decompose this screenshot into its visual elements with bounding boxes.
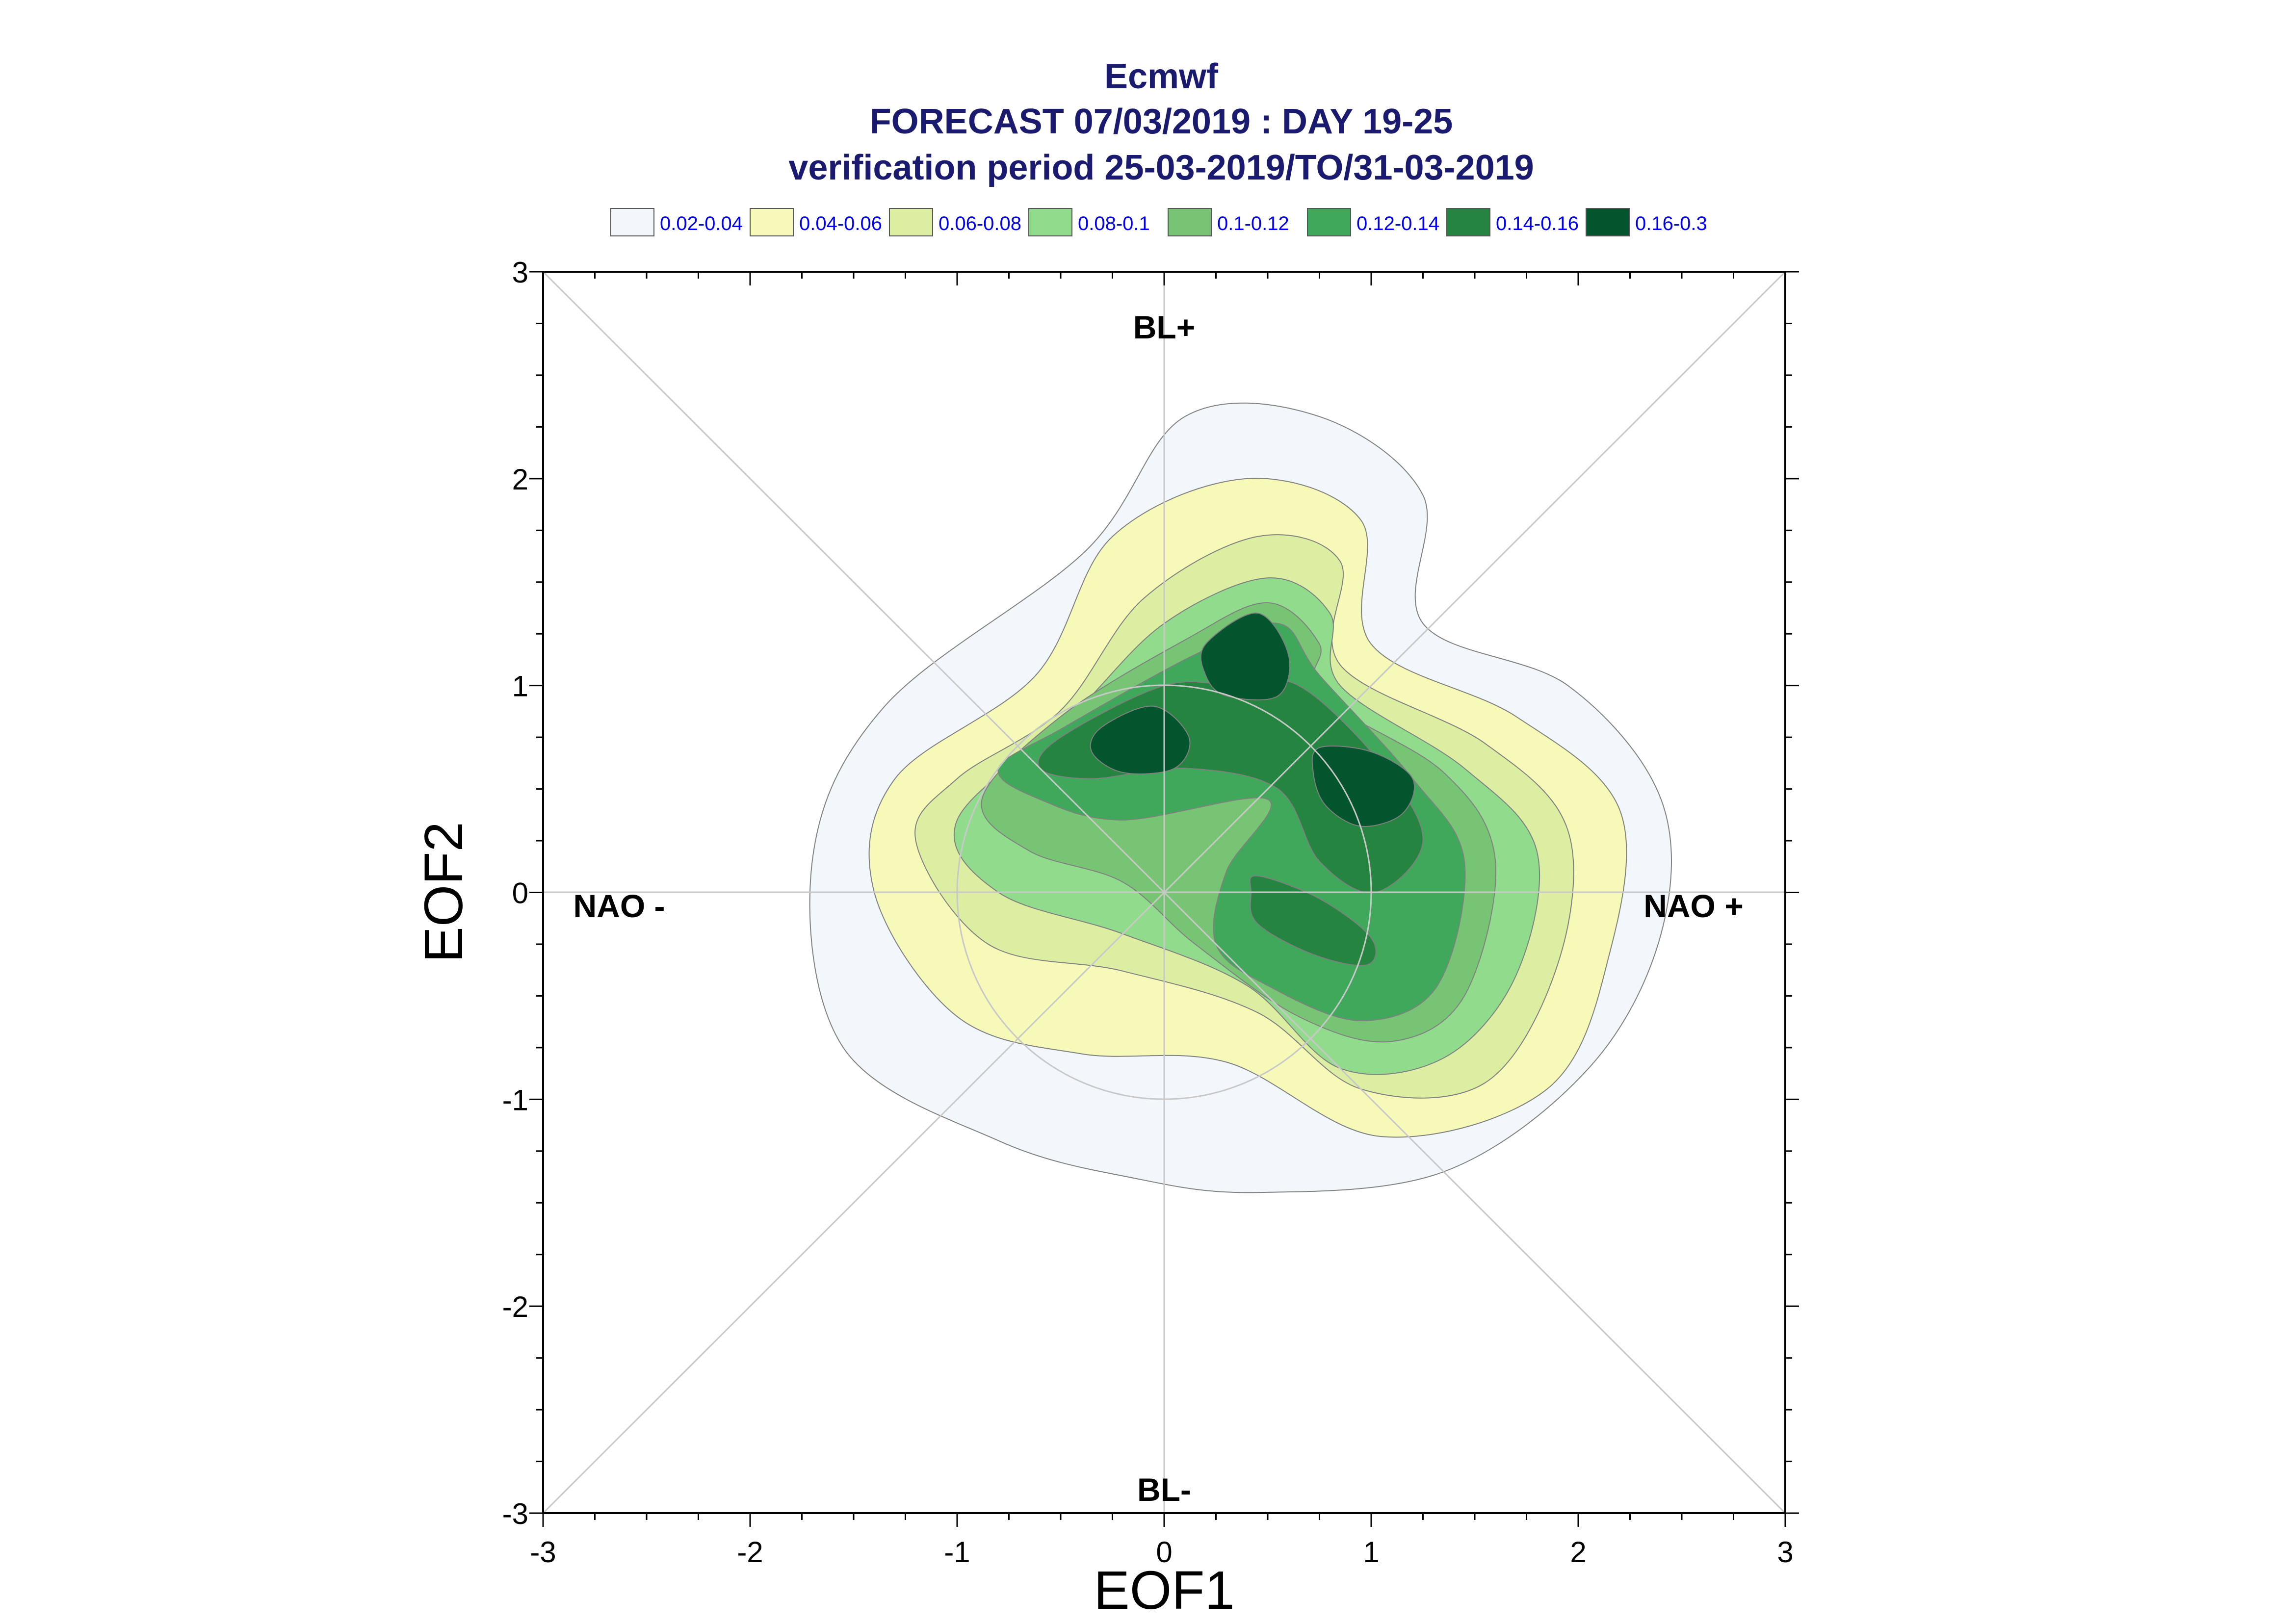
x-tick-label: 2: [1570, 1536, 1586, 1569]
legend-swatch: [1168, 208, 1212, 236]
plot-area: -3 -2 -1 0 1 2 3 -3 -2 -1 0 1 2 3: [502, 256, 1799, 1569]
y-tick-label: -2: [502, 1290, 528, 1323]
legend-label: 0.02-0.04: [660, 213, 743, 234]
legend-label: 0.04-0.06: [799, 213, 882, 234]
y-tick-label: -3: [502, 1497, 528, 1530]
legend: 0.02-0.04 0.04-0.06 0.06-0.08 0.08-0.1 0.1-0…: [610, 208, 1707, 236]
legend-label: 0.06-0.08: [939, 213, 1021, 234]
x-tick-label: -3: [530, 1536, 556, 1569]
legend-swatch: [1446, 208, 1490, 236]
legend-label: 0.16-0.3: [1635, 213, 1707, 234]
y-tick-label: 3: [512, 256, 528, 289]
y-tick-label: 0: [512, 877, 528, 910]
contour-region: [1090, 705, 1191, 774]
unit-circle: [956, 684, 1372, 1100]
contour-region: [1249, 875, 1377, 966]
x-tick-label: 3: [1777, 1536, 1793, 1569]
legend-swatch: [1586, 208, 1630, 236]
diagonal-line-2: [542, 271, 1786, 1514]
legend-swatch: [750, 208, 794, 236]
legend-label: 0.12-0.14: [1356, 213, 1439, 234]
x-tick-label: -1: [944, 1536, 970, 1569]
legend-swatch: [1307, 208, 1351, 236]
regime-label-bl-minus: BL-: [1137, 1471, 1191, 1508]
regime-label-nao-minus: NAO -: [574, 888, 665, 924]
y-tick-label: -1: [502, 1083, 528, 1116]
contour-region: [1200, 612, 1290, 700]
legend-label: 0.14-0.16: [1496, 213, 1579, 234]
x-axis-title: EOF1: [1094, 1560, 1234, 1621]
legend-swatch: [1028, 208, 1072, 236]
y-axis-title: EOF2: [414, 822, 474, 962]
y-tick-label: 1: [512, 670, 528, 703]
legend-swatch: [889, 208, 933, 236]
legend-label: 0.08-0.1: [1078, 213, 1150, 234]
x-tick-label: 0: [1156, 1536, 1172, 1569]
regime-label-nao-plus: NAO +: [1643, 888, 1744, 924]
regime-label-bl-plus: BL+: [1133, 309, 1196, 345]
chart-subtitle-verification: verification period 25-03-2019/TO/31-03-…: [788, 148, 1534, 187]
y-tick-label: 2: [512, 463, 528, 496]
chart-title: Ecmwf: [1104, 57, 1219, 96]
legend-swatch: [610, 208, 654, 236]
chart-subtitle-forecast: FORECAST 07/03/2019 : DAY 19-25: [870, 102, 1453, 141]
x-tick-label: 1: [1363, 1536, 1379, 1569]
axis-ticks: -3 -2 -1 0 1 2 3 -3 -2 -1 0 1 2 3: [502, 256, 1799, 1569]
legend-label: 0.1-0.12: [1217, 213, 1289, 234]
x-tick-label: -2: [737, 1536, 763, 1569]
contour-region: [1311, 745, 1415, 827]
